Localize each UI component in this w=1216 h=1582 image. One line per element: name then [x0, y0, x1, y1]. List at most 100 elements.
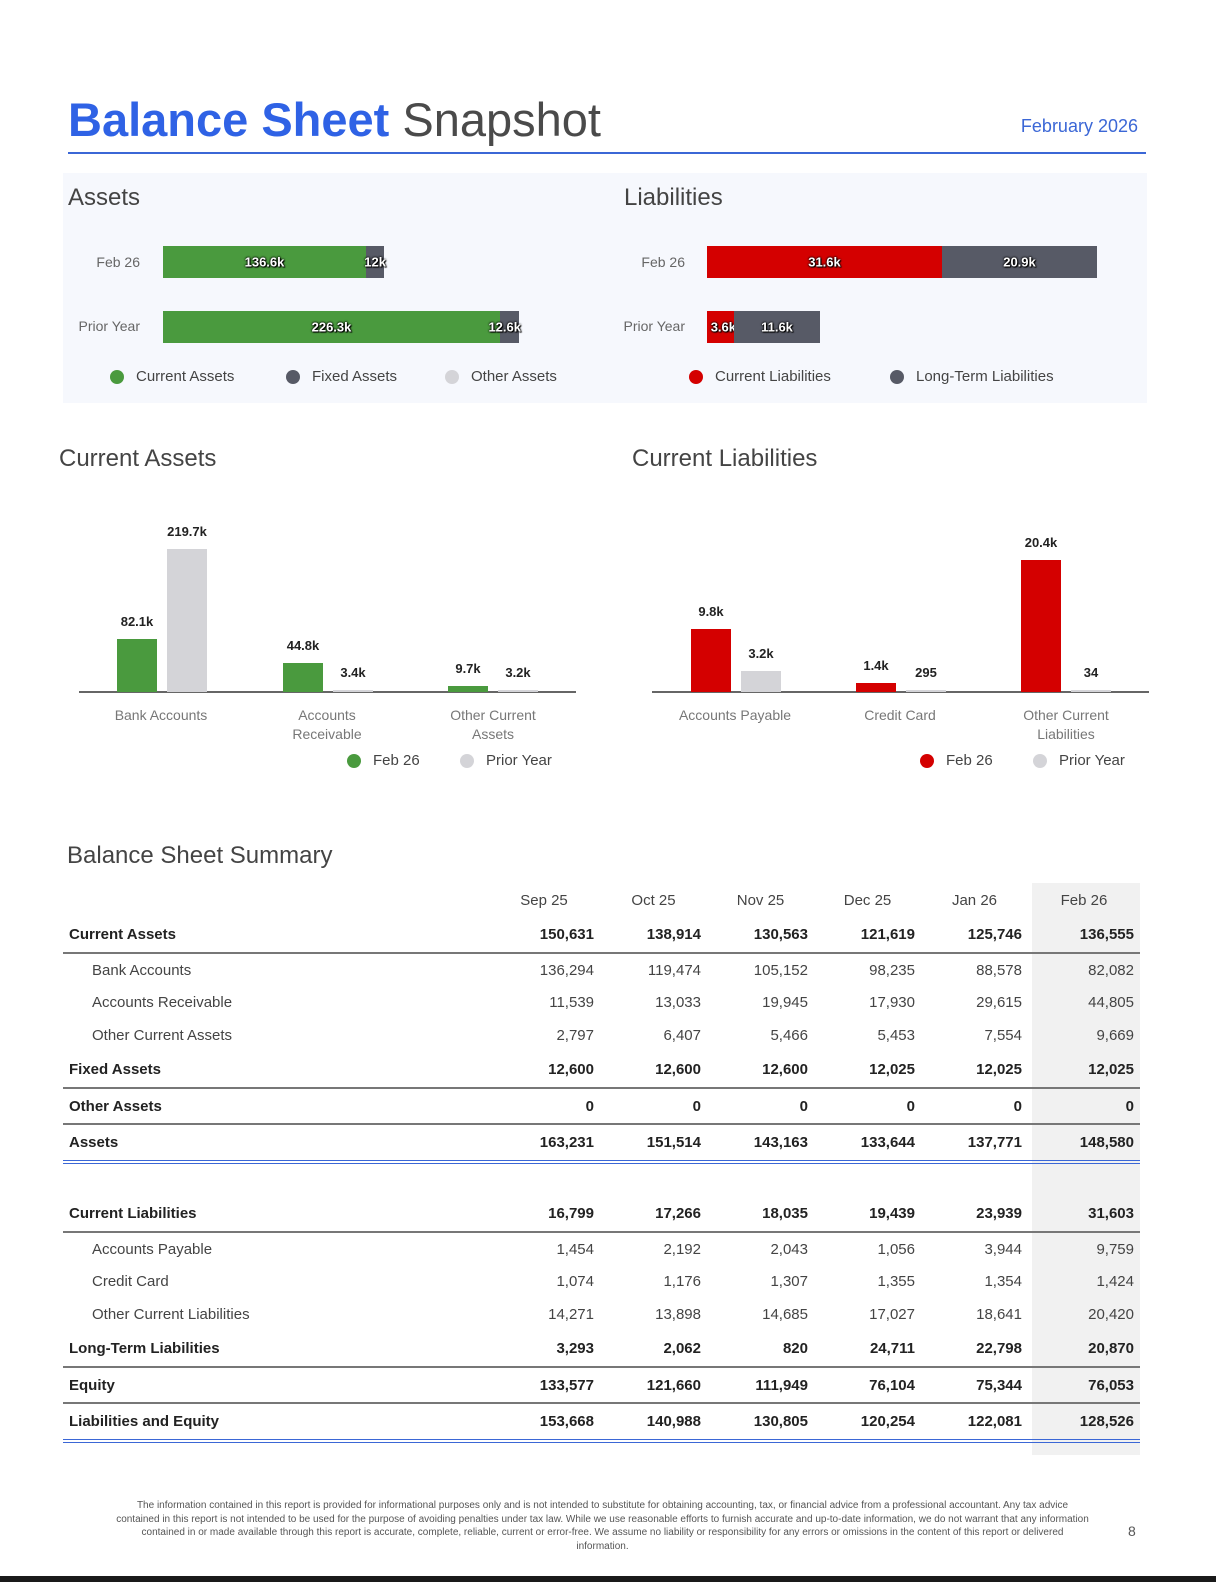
red-dot-icon — [920, 753, 934, 768]
spacer-row — [63, 1162, 1140, 1196]
value-cell: 138,914 — [600, 917, 707, 954]
value-cell: 121,619 — [814, 917, 921, 954]
row-label: Current Liabilities — [63, 1196, 488, 1233]
current-liabilities-axis — [652, 691, 1149, 693]
assets-stacked-bar-segment: 226.3k — [163, 311, 500, 343]
current-assets-axis — [79, 691, 576, 693]
segment-value-label: 11.6k — [761, 319, 793, 335]
row-label: Current Assets — [63, 917, 488, 954]
value-cell: 11,539 — [549, 994, 594, 1011]
title-bold: Balance Sheet — [68, 93, 390, 146]
value-cell: 1,074 — [556, 1273, 594, 1290]
liabilities-panel-title: Liabilities — [624, 184, 723, 211]
value-cell: 12,025 — [1028, 1052, 1140, 1089]
assets-stacked-bar-segment: 12k — [364, 246, 386, 278]
spacer-cell — [63, 1162, 1140, 1196]
dark-dot-icon — [890, 369, 904, 384]
bar-value-label: 34 — [1083, 665, 1099, 680]
category-label: Credit Card — [864, 707, 936, 723]
legend-label: Feb 26 — [946, 752, 993, 769]
current-assets-chart-title: Current Assets — [59, 445, 217, 472]
value-cell: 1,355 — [877, 1273, 915, 1290]
column-header: Dec 25 — [843, 891, 892, 909]
value-cell: 12,025 — [921, 1052, 1028, 1089]
value-cell: 2,043 — [770, 1240, 808, 1258]
value-cell: 9,759 — [1096, 1240, 1134, 1258]
segment-value-label: 226.3k — [311, 319, 352, 335]
value-cell: 1,454 — [556, 1240, 594, 1258]
value-cell: 133,577 — [488, 1367, 600, 1404]
current-liabilities-bar — [741, 671, 781, 692]
legend-label: Current Liabilities — [715, 368, 831, 385]
current-liabilities-bar — [1021, 560, 1061, 692]
current-assets-bar — [117, 639, 157, 692]
row-label: Credit Card — [92, 1273, 169, 1290]
value-cell: 111,949 — [707, 1367, 814, 1404]
assets-stacked-bar-segment: 12.6k — [488, 311, 521, 343]
value-cell: 140,988 — [600, 1403, 707, 1443]
row-label: Fixed Assets — [63, 1052, 488, 1089]
value-cell: 19,945 — [762, 994, 808, 1011]
bar-value-label: 1.4k — [863, 658, 889, 673]
liabilities-stacked-bar-segment: 3.6k — [707, 311, 736, 343]
table-row: Accounts Payable 1,454 2,192 2,043 1,056 3,94… — [63, 1232, 1140, 1265]
legend-label: Prior Year — [1059, 752, 1125, 769]
grey-dot-icon — [1033, 753, 1047, 768]
value-cell: 22,798 — [921, 1331, 1028, 1368]
table-row: Bank Accounts 136,294 119,474 105,152 98,235… — [63, 953, 1140, 986]
grey-dot-icon — [460, 753, 474, 768]
legend-fixed-assets: Fixed Assets — [286, 368, 397, 385]
value-cell: 20,870 — [1028, 1331, 1140, 1368]
category-label: Accounts Payable — [678, 707, 792, 723]
current-liabilities-bar — [1071, 690, 1111, 692]
legend-long-term-liabilities: Long-Term Liabilities — [890, 368, 1054, 385]
table-row: Current Liabilities 16,799 17,266 18,035 19,… — [63, 1196, 1140, 1233]
table-row: Other Current Liabilities 14,271 13,898 14,… — [63, 1298, 1140, 1331]
row-label: Long-Term Liabilities — [63, 1331, 488, 1368]
value-cell: 125,746 — [921, 917, 1028, 954]
row-label: Accounts Payable — [92, 1240, 213, 1258]
current-liabilities-bar — [691, 629, 731, 692]
summary-title: Balance Sheet Summary — [67, 842, 333, 869]
current-assets-bar — [448, 686, 488, 692]
legend-label: Long-Term Liabilities — [916, 368, 1054, 385]
bar-value-label: 3.2k — [505, 665, 531, 680]
bar-value-label: 9.7k — [455, 661, 481, 676]
value-cell: 136,294 — [539, 961, 594, 979]
legend-prior-year: Prior Year — [1033, 752, 1125, 769]
value-cell: 2,062 — [600, 1331, 707, 1368]
value-cell: 17,027 — [869, 1306, 915, 1323]
bar-value-label: 20.4k — [1024, 535, 1058, 550]
page-number: 8 — [1128, 1523, 1136, 1539]
assets-stacked-bar-segment: 136.6k — [163, 246, 366, 278]
value-cell: 130,563 — [707, 917, 814, 954]
value-cell: 105,152 — [753, 961, 808, 979]
table-row: Fixed Assets 12,600 12,600 12,600 12,025 12,0… — [63, 1052, 1140, 1089]
value-cell: 12,600 — [707, 1052, 814, 1089]
segment-value-label: 20.9k — [1003, 254, 1036, 270]
value-cell: 14,685 — [762, 1306, 808, 1323]
value-cell: 0 — [488, 1088, 600, 1125]
value-cell: 23,939 — [921, 1196, 1028, 1233]
value-cell: 1,354 — [984, 1273, 1022, 1290]
grey-dot-icon — [445, 369, 459, 384]
value-cell: 128,526 — [1028, 1403, 1140, 1443]
value-cell: 120,254 — [814, 1403, 921, 1443]
table-header-row: Sep 25 Oct 25 Nov 25 Dec 25 Jan 26 Feb 2… — [63, 883, 1140, 917]
row-label: Other Current Assets — [92, 1027, 233, 1044]
column-header: Nov 25 — [736, 891, 785, 909]
bar-value-label: 3.2k — [748, 646, 774, 661]
value-cell: 75,344 — [921, 1367, 1028, 1404]
value-cell: 44,805 — [1088, 994, 1134, 1011]
value-cell: 18,035 — [707, 1196, 814, 1233]
current-liabilities-bar — [906, 690, 946, 692]
value-cell: 76,053 — [1028, 1367, 1140, 1404]
value-cell: 12,025 — [814, 1052, 921, 1089]
current-assets-bar — [333, 690, 373, 692]
legend-feb-26: Feb 26 — [347, 752, 420, 769]
value-cell: 150,631 — [488, 917, 600, 954]
green-dot-icon — [347, 753, 361, 768]
red-dot-icon — [689, 369, 703, 384]
segment-value-label: 12.6k — [488, 319, 521, 335]
value-cell: 130,805 — [707, 1403, 814, 1443]
